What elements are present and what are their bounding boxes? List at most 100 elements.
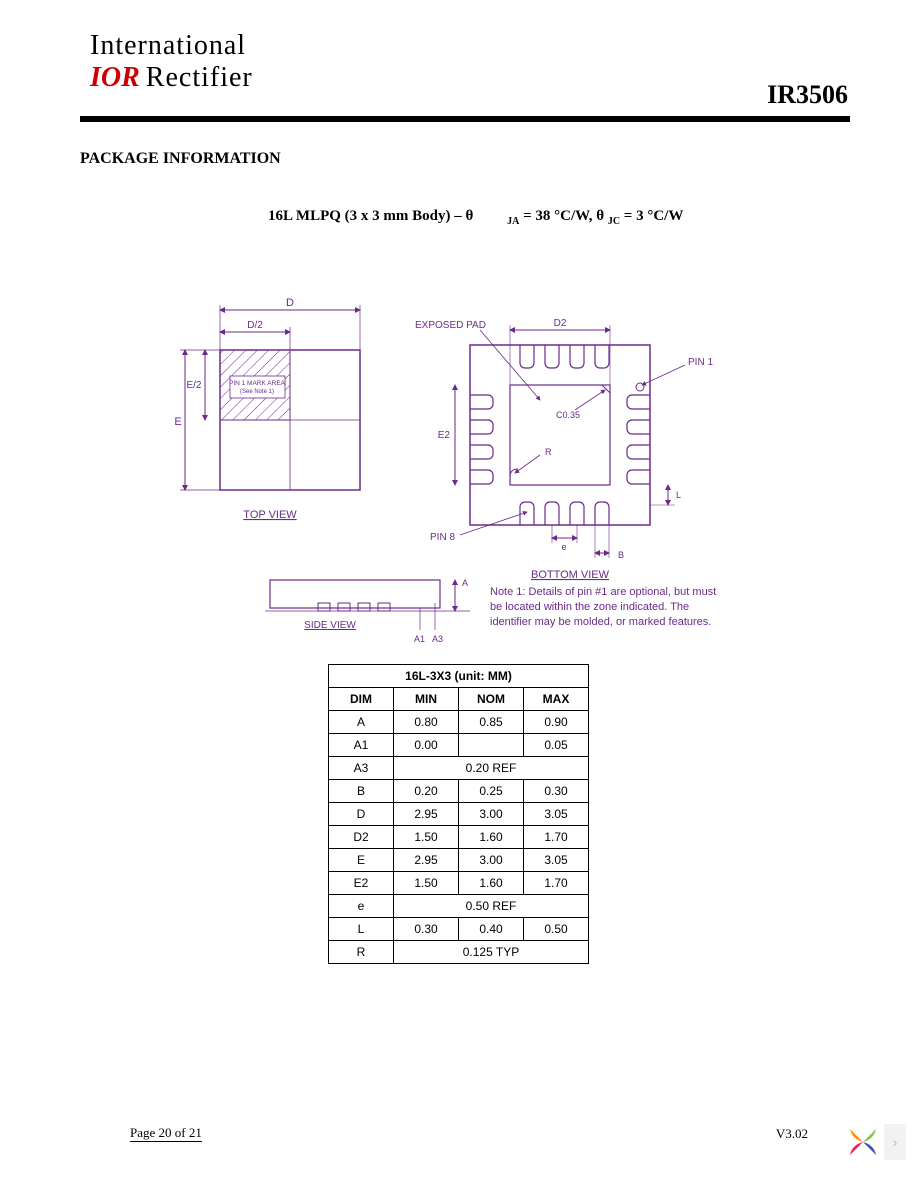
dimension-table: 16L-3X3 (unit: MM) DIM MIN NOM MAX A0.80… (328, 664, 589, 964)
chevron-right-icon: › (893, 1134, 898, 1150)
cell-max: 0.05 (524, 734, 589, 757)
cell-nom: 3.00 (459, 849, 524, 872)
table-title: 16L-3X3 (unit: MM) (329, 665, 589, 688)
table-row: D2.953.003.05 (329, 803, 589, 826)
dim-A-label: A (462, 578, 468, 588)
table-row: A30.20 REF (329, 757, 589, 780)
cell-nom: 0.25 (459, 780, 524, 803)
table-row: D21.501.601.70 (329, 826, 589, 849)
logo-rectifier: Rectifier (146, 62, 253, 94)
viewer-corner-widget: › (846, 1124, 906, 1160)
cell-dim: R (329, 941, 394, 964)
dim-A1-label: A1 (414, 634, 425, 644)
table-row: B0.200.250.30 (329, 780, 589, 803)
table-row: E2.953.003.05 (329, 849, 589, 872)
pin1-note-label: (See Note 1) (240, 389, 274, 395)
dim-Ehalf-label: E/2 (186, 380, 201, 391)
col-min: MIN (394, 688, 459, 711)
table-row: R0.125 TYP (329, 941, 589, 964)
cell-max: 0.50 (524, 918, 589, 941)
cell-dim: D2 (329, 826, 394, 849)
cell-max: 1.70 (524, 826, 589, 849)
cell-dim: A3 (329, 757, 394, 780)
leaf-icon (846, 1125, 880, 1159)
cell-min: 0.80 (394, 711, 459, 734)
dim-E2-label: E2 (438, 430, 451, 441)
side-view-label: SIDE VIEW (304, 620, 356, 631)
cell-max: 3.05 (524, 803, 589, 826)
pkg-jc-label: JC (608, 216, 620, 227)
top-view-label: TOP VIEW (243, 509, 297, 521)
pin1-label: PIN 1 (688, 357, 713, 368)
cell-nom: 1.60 (459, 872, 524, 895)
bottom-view-group: D2 E2 EXPOSED PAD PIN 1 PIN 8 C0.35 R e (415, 318, 713, 581)
top-view-group: PIN 1 MARK AREA (See Note 1) D D/2 E E/2… (174, 297, 360, 521)
dim-D2-label: D2 (554, 318, 567, 329)
dim-A3-label: A3 (432, 634, 443, 644)
dim-D-label: D (286, 297, 294, 309)
table-row: A10.00 0.05 (329, 734, 589, 757)
pkg-jc-value: = 3 °C/W (624, 208, 684, 224)
cell-dim: e (329, 895, 394, 918)
company-logo: International IOR Rectifier (90, 30, 253, 94)
cell-dim: E2 (329, 872, 394, 895)
part-number: IR3506 (767, 80, 848, 110)
note-1-text: Note 1: Details of pin #1 are optional, … (490, 585, 730, 630)
cell-min: 0.20 (394, 780, 459, 803)
cell-nom (459, 734, 524, 757)
dim-E-label: E (174, 416, 181, 428)
header-rule (80, 116, 850, 122)
pin1-mark-label: PIN 1 MARK AREA (229, 380, 286, 387)
cell-min: 0.00 (394, 734, 459, 757)
col-nom: NOM (459, 688, 524, 711)
cell-span: 0.50 REF (394, 895, 589, 918)
cell-min: 1.50 (394, 872, 459, 895)
cell-dim: E (329, 849, 394, 872)
footer-version: V3.02 (776, 1126, 808, 1142)
cell-dim: A1 (329, 734, 394, 757)
pkg-ja-label: JA (507, 216, 519, 227)
pin8-label: PIN 8 (430, 532, 455, 543)
col-dim: DIM (329, 688, 394, 711)
cell-max: 1.70 (524, 872, 589, 895)
footer-page: Page 20 of 21 (130, 1125, 202, 1142)
cell-max: 3.05 (524, 849, 589, 872)
pkg-ja-value: = 38 °C/W, θ (523, 208, 608, 224)
cell-min: 2.95 (394, 803, 459, 826)
side-view-group: A A1 A3 SIDE VIEW (265, 578, 470, 644)
cell-dim: D (329, 803, 394, 826)
bottom-view-label: BOTTOM VIEW (531, 569, 610, 581)
package-thermal-line: 16L MLPQ (3 x 3 mm Body) – θ JA = 38 °C/… (268, 208, 683, 227)
cell-span: 0.20 REF (394, 757, 589, 780)
cell-nom: 1.60 (459, 826, 524, 849)
chamfer-label: C0.35 (556, 410, 580, 420)
cell-dim: A (329, 711, 394, 734)
logo-ior: IOR (90, 62, 140, 94)
cell-max: 0.90 (524, 711, 589, 734)
next-page-button[interactable]: › (884, 1124, 906, 1160)
section-title: PACKAGE INFORMATION (80, 150, 281, 168)
table-row: L0.300.400.50 (329, 918, 589, 941)
table-row: E21.501.601.70 (329, 872, 589, 895)
dim-Dhalf-label: D/2 (247, 320, 263, 331)
cell-dim: B (329, 780, 394, 803)
cell-nom: 3.00 (459, 803, 524, 826)
dim-L-label: L (676, 490, 681, 500)
cell-max: 0.30 (524, 780, 589, 803)
cell-min: 0.30 (394, 918, 459, 941)
cell-min: 2.95 (394, 849, 459, 872)
table-row: e0.50 REF (329, 895, 589, 918)
radius-label: R (545, 447, 552, 457)
col-max: MAX (524, 688, 589, 711)
cell-min: 1.50 (394, 826, 459, 849)
exposed-pad-label: EXPOSED PAD (415, 320, 486, 331)
cell-nom: 0.85 (459, 711, 524, 734)
cell-span: 0.125 TYP (394, 941, 589, 964)
dim-e-label: e (561, 542, 566, 552)
table-row: A0.800.850.90 (329, 711, 589, 734)
pkg-prefix: 16L MLPQ (3 x 3 mm Body) – θ (268, 208, 473, 224)
cell-dim: L (329, 918, 394, 941)
cell-nom: 0.40 (459, 918, 524, 941)
dim-B-label: B (618, 550, 624, 560)
logo-line-1: International (90, 30, 253, 62)
